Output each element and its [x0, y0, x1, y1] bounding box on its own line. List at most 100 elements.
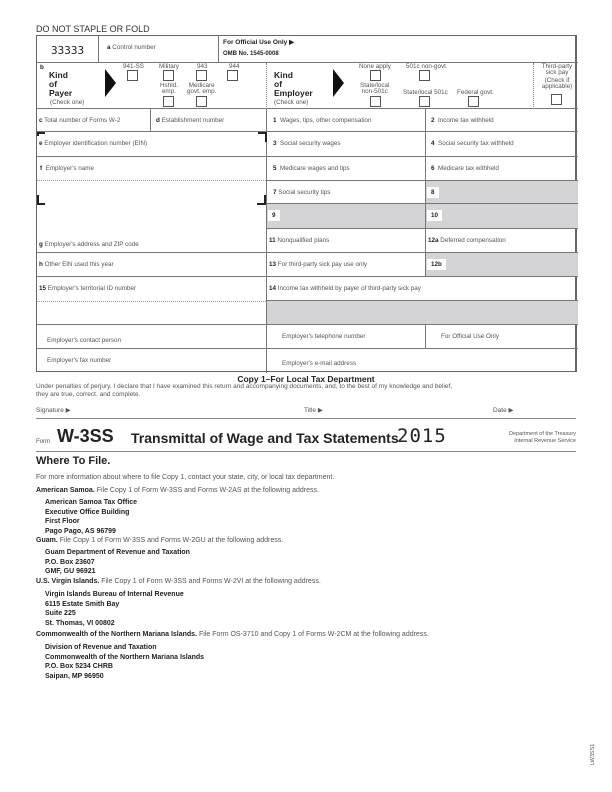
window-corner: [37, 195, 45, 205]
checkbox-state-local-501c[interactable]: [419, 96, 430, 107]
box-11[interactable]: 11 Nonqualified plans: [267, 229, 426, 253]
divider: [266, 63, 267, 109]
box-5[interactable]: 5 Medicare wages and tips: [267, 157, 426, 181]
section-name: American Samoa.: [36, 487, 95, 494]
label: Employer's name: [45, 165, 95, 172]
label: Medicare tax withheld: [438, 165, 499, 172]
section-name: U.S. Virgin Islands.: [36, 578, 100, 585]
section-intro: Commonwealth of the Northern Mariana Isl…: [36, 631, 429, 638]
box-3[interactable]: 3 Social security wages: [267, 132, 426, 157]
checkbox-501c-nongovt[interactable]: [419, 70, 430, 81]
checkbox-military[interactable]: [163, 70, 174, 81]
checkbox-944[interactable]: [227, 70, 238, 81]
mailing-address: Division of Revenue and Taxation Commonw…: [45, 644, 205, 680]
box-4[interactable]: 4 Social security tax withheld: [426, 132, 578, 157]
kind-of-employer-title: Kind of Employer: [274, 70, 313, 98]
opt-label: State/local 501c: [403, 89, 448, 96]
field-d[interactable]: d Establishment number: [151, 109, 267, 132]
label: Establishment number: [161, 117, 225, 124]
email-field[interactable]: Employer's e-mail address: [267, 349, 578, 373]
form-code: 33333: [51, 44, 85, 57]
shaded-area: [267, 301, 578, 325]
field-15[interactable]: 15 Employer's territorial ID number: [37, 277, 267, 325]
arrow-icon: [105, 69, 116, 97]
box-1[interactable]: 1 Wages, tips, other compensation: [267, 109, 426, 132]
mailing-address: Guam Department of Revenue and Taxation …: [45, 549, 190, 575]
label: Income tax withheld by payer of third-pa…: [277, 285, 421, 292]
field-h[interactable]: h Other EIN used this year: [37, 253, 267, 277]
checkbox-941ss[interactable]: [127, 70, 138, 81]
telephone-field[interactable]: Employer's telephone number: [267, 325, 426, 349]
divider: [533, 63, 534, 109]
form-name: W-3SS: [57, 426, 114, 446]
checkbox-state-local-non501c[interactable]: [370, 96, 381, 107]
signature-field[interactable]: Signature ▶: [36, 407, 71, 414]
official-use: For Official Use Only ▶ OMB No. 1545-0008: [219, 36, 578, 63]
field-c[interactable]: c Total number of Forms W-2: [37, 109, 151, 132]
checkbox-hshld[interactable]: [163, 96, 174, 107]
divider: [36, 451, 576, 452]
checkbox-none-apply[interactable]: [370, 70, 381, 81]
opt-label: State/local non-501c: [360, 82, 390, 95]
form-word: Form: [36, 439, 50, 445]
field-f-g[interactable]: f Employer's name g Employer's address a…: [37, 157, 267, 253]
label: Employer's address and ZIP code: [44, 241, 139, 248]
label: Social security tips: [278, 189, 331, 196]
label: Employer's e-mail address: [282, 360, 356, 367]
label: Other EIN used this year: [44, 261, 114, 268]
field-letter: a: [107, 44, 111, 51]
opt-label: Military: [159, 63, 179, 70]
label: Social security wages: [280, 140, 341, 147]
label: Wages, tips, other compensation: [280, 117, 372, 124]
third-party-sub: (Check if applicable): [541, 77, 573, 90]
window-corner: [257, 195, 266, 205]
checkbox-943[interactable]: [196, 70, 207, 81]
checkbox-third-party[interactable]: [551, 94, 562, 105]
copy-title: Copy 1–For Local Tax Department: [237, 374, 375, 384]
box-9: 9: [267, 204, 426, 229]
section-text: File Copy 1 of Form W-3SS and Forms W-2G…: [57, 537, 284, 544]
field-e[interactable]: e Employer identification number (EIN): [37, 132, 267, 157]
checkbox-federal-govt[interactable]: [468, 96, 479, 107]
box-14[interactable]: 14 Income tax withheld by payer of third…: [267, 277, 578, 301]
form-grid: 33333 a Control number For Official Use …: [36, 35, 578, 373]
mailing-address: American Samoa Tax Office Executive Offi…: [45, 499, 138, 535]
box-6[interactable]: 6 Medicare tax withheld: [426, 157, 578, 181]
box-7[interactable]: 7 Social security tips: [267, 181, 426, 204]
section-text: File Copy 1 of Form W-3SS and Forms W-2A…: [94, 487, 319, 494]
label: Employer's territorial ID number: [47, 285, 137, 292]
label: Nonqualified plans: [277, 237, 330, 244]
contact-person-field[interactable]: Employer's contact person: [37, 325, 267, 349]
opt-label: 943: [197, 63, 208, 70]
control-number-field[interactable]: a Control number: [99, 36, 219, 63]
window-corner: [258, 132, 267, 142]
tax-year: 2015: [397, 425, 447, 447]
form-code-cell: 33333: [37, 36, 99, 63]
form-title: Transmittal of Wage and Tax Statements: [131, 430, 399, 446]
field-letter: b: [40, 64, 44, 71]
window-corner: [37, 132, 45, 136]
arrow-icon: [333, 69, 344, 97]
opt-label: Hshld. emp.: [160, 82, 178, 95]
box-number: 9: [268, 210, 280, 221]
title-field[interactable]: Title ▶: [304, 407, 323, 414]
box-2[interactable]: 2 Income tax withheld: [426, 109, 578, 132]
side-code: LW3SS1: [590, 743, 596, 765]
opt-label: Federal govt.: [457, 89, 494, 96]
fax-field[interactable]: Employer's fax number: [37, 349, 267, 373]
section-text: File Copy 1 of Form W-3SS and Forms W-2V…: [99, 578, 321, 585]
box-12a[interactable]: 12a Deferred compensation: [426, 229, 578, 253]
kind-row: b Kind of Payer (Check one) 941-SS Milit…: [37, 63, 578, 109]
label: For Official Use Only: [441, 333, 499, 340]
date-field[interactable]: Date ▶: [493, 407, 514, 414]
box-number: 8: [427, 187, 439, 198]
staple-notice: DO NOT STAPLE OR FOLD: [36, 24, 150, 34]
check-one: (Check one): [50, 99, 85, 106]
checkbox-medicare[interactable]: [196, 96, 207, 107]
label: Employer's telephone number: [282, 333, 366, 340]
perjury-statement: Under penalties of perjury, I declare th…: [36, 383, 453, 398]
box-13[interactable]: 13 For third-party sick pay use only: [267, 253, 426, 277]
box-8: 8: [426, 181, 578, 204]
label: Employer's fax number: [47, 357, 112, 364]
box-number: 10: [427, 210, 443, 221]
